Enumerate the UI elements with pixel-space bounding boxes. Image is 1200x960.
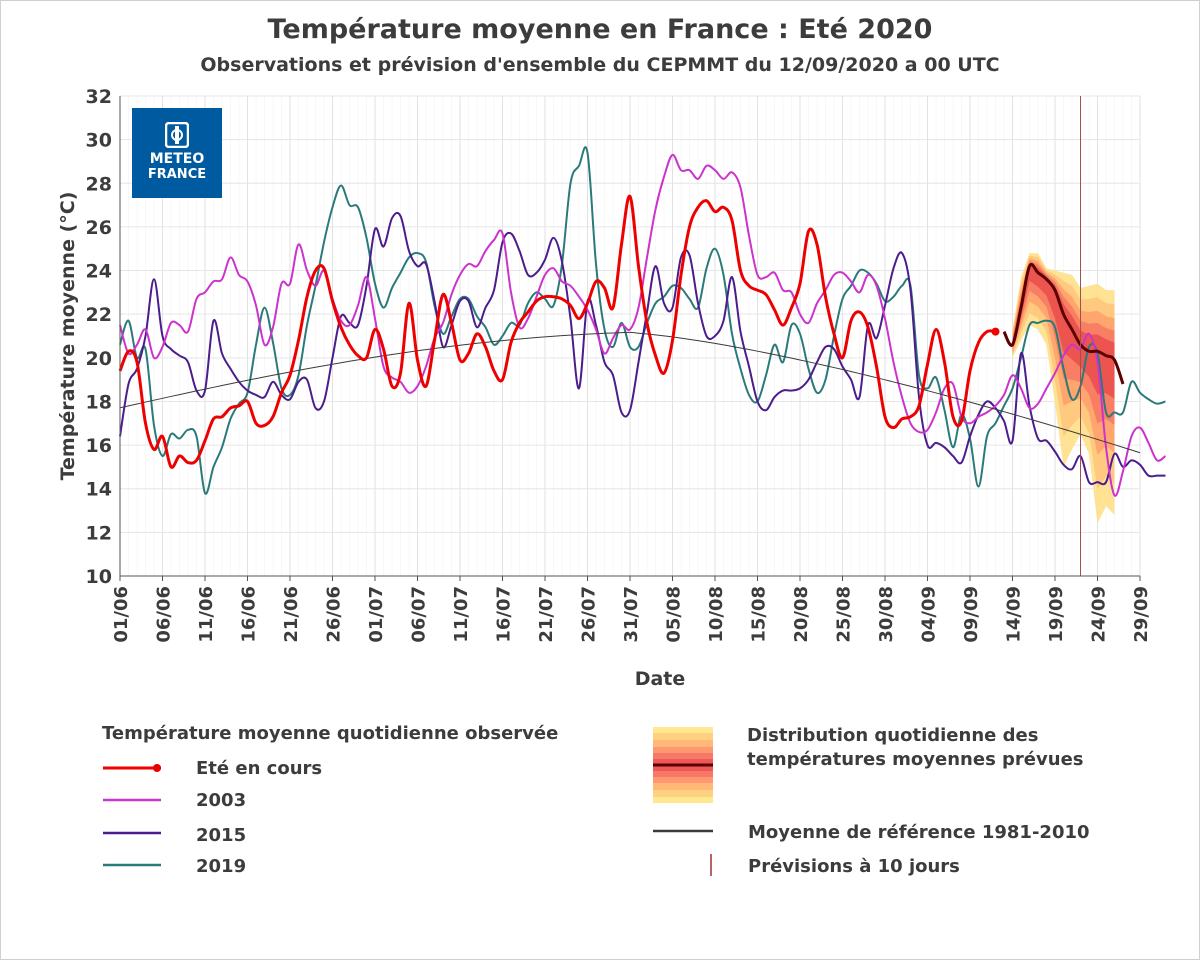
legend-2019: 2019 xyxy=(196,856,247,877)
x-tick-label: 16/06 xyxy=(239,586,260,643)
meteo-france-logo: METEO FRANCE xyxy=(132,108,222,198)
y-tick-label: 18 xyxy=(86,391,112,413)
forecast-band-inner xyxy=(1012,262,1115,399)
x-axis-label: Date xyxy=(635,668,686,690)
series-line-current xyxy=(118,194,996,469)
x-tick-label: 29/09 xyxy=(1131,586,1152,643)
legend-2015: 2015 xyxy=(196,825,247,846)
x-tick-label: 01/06 xyxy=(111,586,132,643)
x-tick-label: 11/07 xyxy=(451,586,472,643)
y-tick-label: 24 xyxy=(86,261,112,283)
x-tick-label: 20/08 xyxy=(791,586,812,643)
x-tick-label: 06/07 xyxy=(409,586,430,643)
chart-subtitle: Observations et prévision d'ensemble du … xyxy=(200,54,1000,76)
x-tick-label: 11/06 xyxy=(196,586,217,643)
x-tick-label: 16/07 xyxy=(494,586,515,643)
x-tick-label: 26/06 xyxy=(324,586,345,643)
chart-title: Température moyenne en France : Eté 2020 xyxy=(267,14,933,45)
x-tick-label: 26/07 xyxy=(579,586,600,643)
x-tick-label: 25/08 xyxy=(834,586,855,643)
x-tick-label: 01/07 xyxy=(366,586,387,643)
legend-reference: Moyenne de référence 1981-2010 xyxy=(748,822,1090,843)
forecast-median-line xyxy=(1002,262,1125,385)
y-tick-label: 16 xyxy=(86,435,112,457)
x-tick-label: 30/08 xyxy=(876,586,897,643)
x-tick-label: 15/08 xyxy=(749,586,770,643)
legend-forecast10: Prévisions à 10 jours xyxy=(748,856,960,877)
x-tick-label: 04/09 xyxy=(919,586,940,643)
x-tick-label: 24/09 xyxy=(1089,586,1110,643)
x-tick-label: 21/07 xyxy=(536,586,557,643)
legend-observed-header: Température moyenne quotidienne observée xyxy=(102,723,559,744)
y-tick-label: 30 xyxy=(86,130,112,152)
y-tick-label: 28 xyxy=(86,173,112,195)
y-tick-label: 22 xyxy=(86,304,112,326)
logo-line1: METEO xyxy=(149,151,205,167)
x-tick-label: 21/06 xyxy=(281,586,302,643)
x-tick-label: 31/07 xyxy=(621,586,642,643)
x-tick-label: 19/09 xyxy=(1046,586,1067,643)
legend-swatch-current-dot xyxy=(153,764,161,772)
y-tick-label: 20 xyxy=(86,348,112,370)
x-tick-label: 10/08 xyxy=(706,586,727,643)
current-last-point xyxy=(991,327,1000,336)
y-tick-label: 10 xyxy=(86,566,112,588)
y-tick-label: 14 xyxy=(86,479,112,501)
series-line-2015 xyxy=(119,211,1166,486)
y-tick-label: 32 xyxy=(86,86,112,108)
legend-2003: 2003 xyxy=(196,790,247,811)
x-tick-label: 05/08 xyxy=(664,586,685,643)
x-tick-label: 06/06 xyxy=(154,586,175,643)
logo-emblem-icon xyxy=(165,122,189,148)
y-tick-label: 26 xyxy=(86,217,112,239)
x-tick-label: 09/09 xyxy=(961,586,982,643)
y-axis-label: Température moyenne (°C) xyxy=(57,192,79,481)
legend-distribution: Distribution quotidienne des température… xyxy=(747,725,1084,770)
y-tick-label: 12 xyxy=(86,522,112,544)
logo-line2: FRANCE xyxy=(147,167,207,182)
legend-current: Eté en cours xyxy=(196,758,323,779)
x-tick-label: 14/09 xyxy=(1004,586,1025,643)
